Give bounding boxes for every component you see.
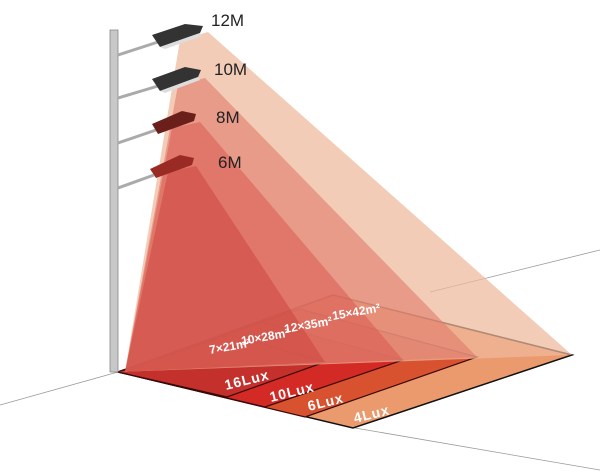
- lamp-head-6m: [150, 155, 194, 178]
- light-beam-6m: [118, 166, 325, 372]
- height-label-10m: 10M: [214, 60, 247, 79]
- height-label-6m: 6M: [218, 153, 242, 172]
- lamp-head-12m: [152, 24, 203, 49]
- light-pole: [109, 29, 119, 373]
- lamp-head-10m: [152, 67, 201, 93]
- height-label-8m: 8M: [216, 108, 240, 127]
- height-label-12m: 12M: [211, 11, 244, 30]
- ground-line-left: [0, 371, 119, 406]
- pole-arms: [117, 40, 159, 190]
- ground-line-front: [354, 427, 600, 471]
- lamp-head-8m: [152, 111, 196, 134]
